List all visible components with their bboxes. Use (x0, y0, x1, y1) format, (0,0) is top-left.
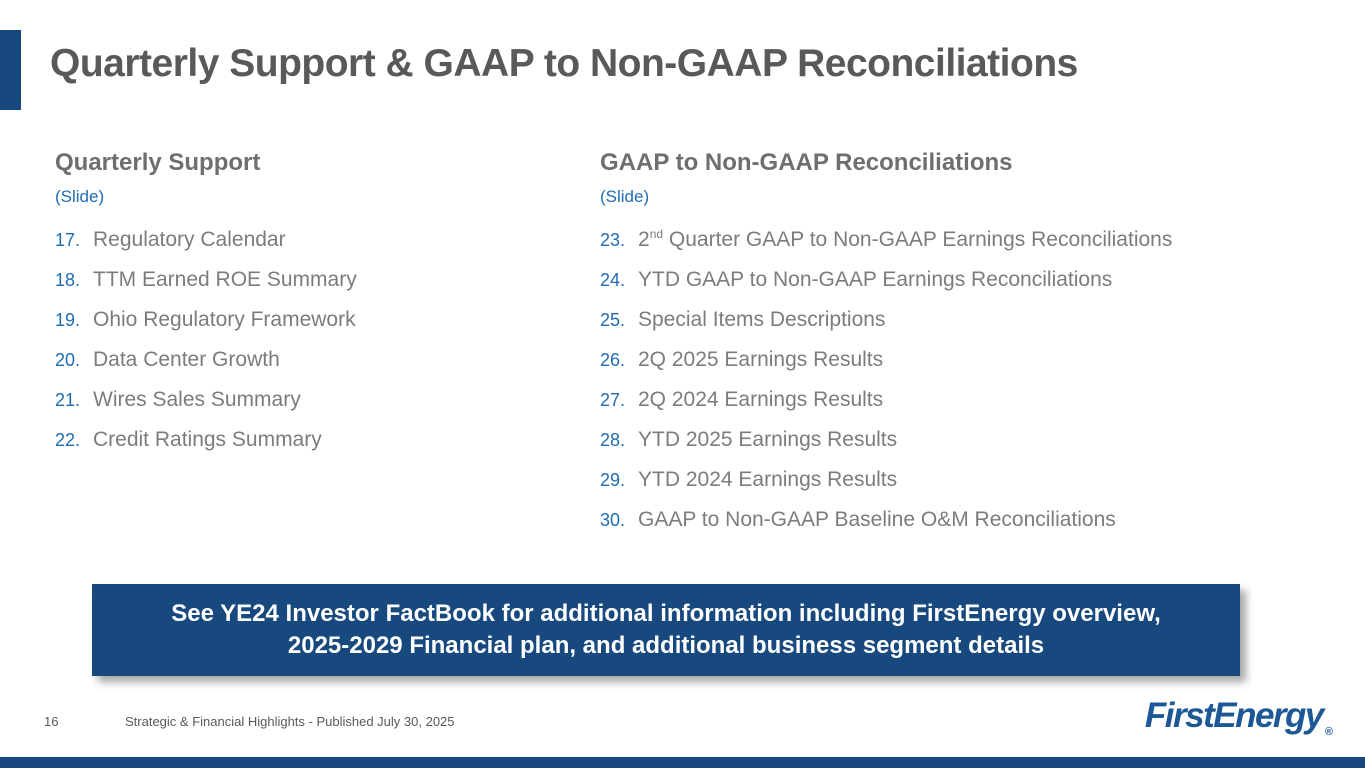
gaap-reconciliations-list: 23. 2nd Quarter GAAP to Non-GAAP Earning… (600, 220, 1335, 540)
item-label: Ohio Regulatory Framework (93, 308, 356, 331)
list-item: 17. Regulatory Calendar (55, 220, 600, 260)
list-item: 27. 2Q 2024 Earnings Results (600, 380, 1335, 420)
item-label: Data Center Growth (93, 348, 280, 371)
slide-label: (Slide) (600, 187, 650, 206)
list-item: 22. Credit Ratings Summary (55, 420, 600, 460)
bottom-accent-bar (0, 757, 1365, 768)
item-label: Special Items Descriptions (638, 308, 886, 331)
registered-trademark-icon: ® (1324, 726, 1333, 738)
footer-caption: Strategic & Financial Highlights - Publi… (125, 714, 455, 729)
list-item: 28. YTD 2025 Earnings Results (600, 420, 1335, 460)
item-number: 17. (55, 229, 81, 250)
slide-label: (Slide) (55, 187, 105, 206)
item-label: 2Q 2024 Earnings Results (638, 388, 884, 411)
item-label: 2Q 2025 Earnings Results (638, 348, 884, 371)
item-label: YTD 2024 Earnings Results (638, 468, 898, 491)
list-item: 30. GAAP to Non-GAAP Baseline O&M Reconc… (600, 500, 1335, 540)
list-item: 19. Ohio Regulatory Framework (55, 300, 600, 340)
item-ordinal-superscript: nd (649, 227, 664, 241)
item-text-prefix: 2 (638, 228, 650, 251)
quarterly-support-column: Quarterly Support (Slide) 17. Regulatory… (55, 148, 600, 540)
factbook-callout-banner: See YE24 Investor FactBook for additiona… (92, 584, 1240, 676)
toc-columns: Quarterly Support (Slide) 17. Regulatory… (55, 148, 1335, 540)
item-number: 19. (55, 309, 81, 330)
quarterly-support-list: 17. Regulatory Calendar 18. TTM Earned R… (55, 220, 600, 460)
list-item: 25. Special Items Descriptions (600, 300, 1335, 340)
item-number: 25. (600, 309, 626, 330)
list-item: 24. YTD GAAP to Non-GAAP Earnings Reconc… (600, 260, 1335, 300)
list-item: 26. 2Q 2025 Earnings Results (600, 340, 1335, 380)
item-number: 18. (55, 269, 81, 290)
column-heading: Quarterly Support (55, 149, 261, 176)
item-label: YTD 2025 Earnings Results (638, 428, 898, 451)
item-label: TTM Earned ROE Summary (93, 268, 357, 291)
column-heading: GAAP to Non-GAAP Reconciliations (600, 149, 1013, 176)
gaap-reconciliations-column: GAAP to Non-GAAP Reconciliations (Slide)… (600, 148, 1335, 540)
list-item: 18. TTM Earned ROE Summary (55, 260, 600, 300)
item-number: 26. (600, 349, 626, 370)
item-label: Wires Sales Summary (93, 388, 301, 411)
title-accent-bar (0, 30, 21, 110)
logo-text: FirstEnergy (1144, 696, 1325, 735)
banner-line-2: 2025-2029 Financial plan, and additional… (287, 632, 1045, 659)
page-number: 16 (44, 714, 59, 729)
item-number: 24. (600, 269, 626, 290)
item-label: Regulatory Calendar (93, 228, 286, 251)
page-title: Quarterly Support & GAAP to Non-GAAP Rec… (50, 42, 1078, 85)
firstenergy-logo: FirstEnergy ® (1145, 696, 1333, 738)
list-item: 21. Wires Sales Summary (55, 380, 600, 420)
item-label: YTD GAAP to Non-GAAP Earnings Reconcilia… (638, 268, 1113, 291)
item-number: 22. (55, 429, 81, 450)
item-label: Credit Ratings Summary (93, 428, 322, 451)
item-number: 23. (600, 229, 626, 250)
banner-line-1: See YE24 Investor FactBook for additiona… (171, 600, 1161, 627)
item-label: 2nd Quarter GAAP to Non-GAAP Earnings Re… (638, 228, 1172, 252)
list-item: 20. Data Center Growth (55, 340, 600, 380)
item-number: 20. (55, 349, 81, 370)
list-item: 23. 2nd Quarter GAAP to Non-GAAP Earning… (600, 220, 1335, 260)
item-text-rest: Quarter GAAP to Non-GAAP Earnings Reconc… (663, 228, 1173, 251)
item-number: 30. (600, 509, 626, 530)
list-item: 29. YTD 2024 Earnings Results (600, 460, 1335, 500)
item-label: GAAP to Non-GAAP Baseline O&M Reconcilia… (638, 508, 1116, 531)
item-number: 29. (600, 469, 626, 490)
item-number: 28. (600, 429, 626, 450)
item-number: 21. (55, 389, 81, 410)
item-number: 27. (600, 389, 626, 410)
